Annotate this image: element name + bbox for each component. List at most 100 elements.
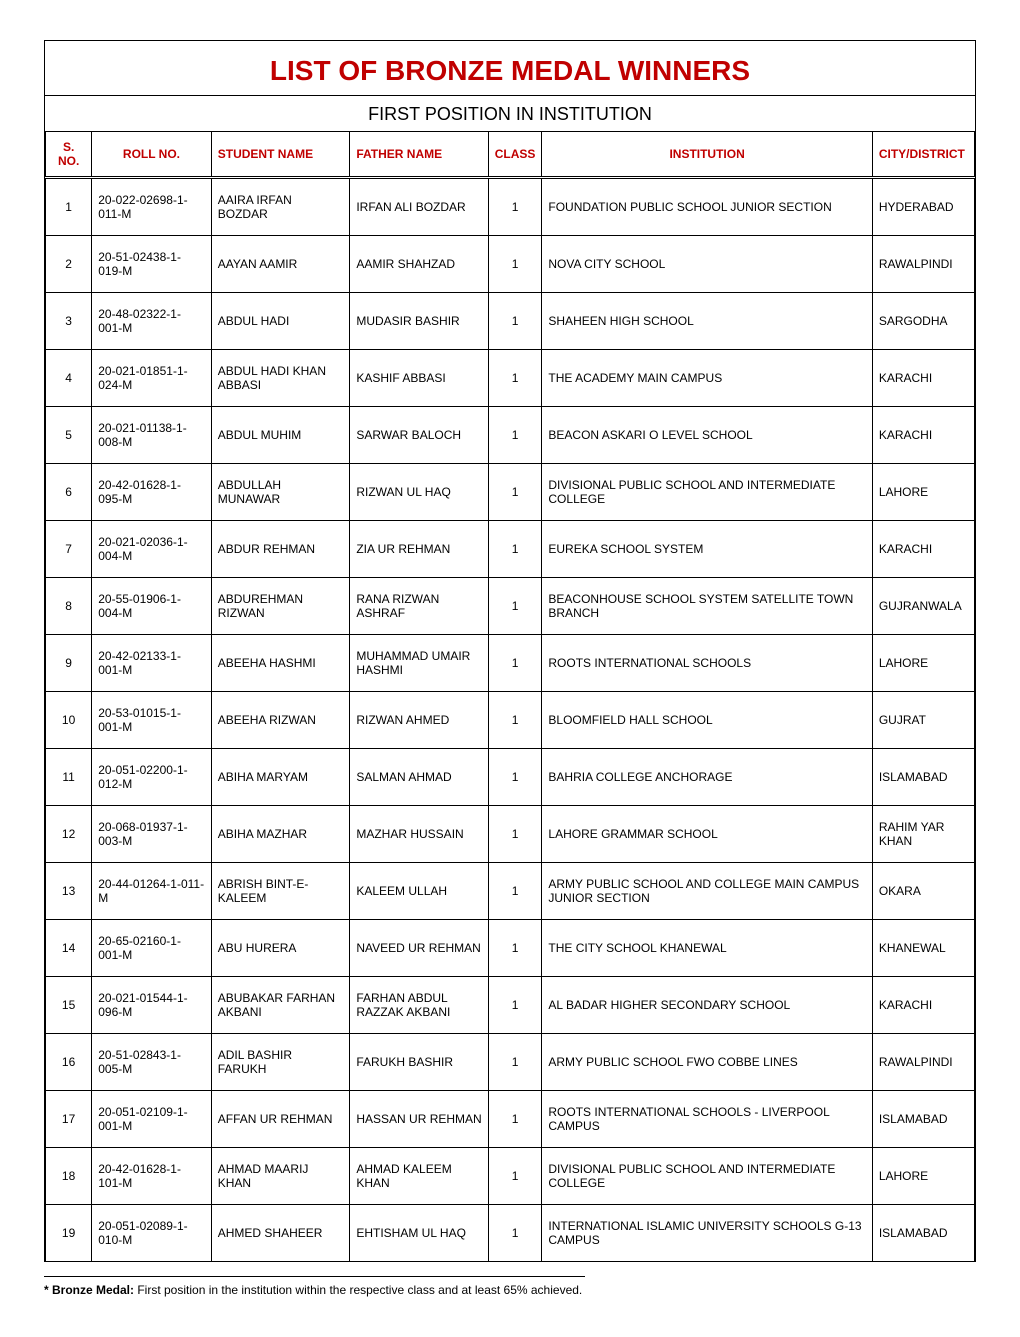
cell-name: AAIRA IRFAN BOZDAR: [211, 178, 350, 236]
table-row: 620-42-01628-1-095-MABDULLAH MUNAWARRIZW…: [46, 464, 975, 521]
cell-class: 1: [488, 1205, 542, 1262]
cell-city: ISLAMABAD: [872, 1205, 974, 1262]
winners-table: S. NO. ROLL NO. STUDENT NAME FATHER NAME…: [45, 132, 975, 1262]
cell-city: LAHORE: [872, 1148, 974, 1205]
footnote-rule: [44, 1276, 585, 1277]
cell-father: HASSAN UR REHMAN: [350, 1091, 488, 1148]
cell-roll: 20-021-01851-1-024-M: [92, 350, 212, 407]
cell-city: RAHIM YAR KHAN: [872, 806, 974, 863]
cell-father: EHTISHAM UL HAQ: [350, 1205, 488, 1262]
cell-class: 1: [488, 350, 542, 407]
cell-name: ABDULLAH MUNAWAR: [211, 464, 350, 521]
cell-name: ADIL BASHIR FARUKH: [211, 1034, 350, 1091]
table-row: 820-55-01906-1-004-MABDUREHMAN RIZWANRAN…: [46, 578, 975, 635]
table-row: 1820-42-01628-1-101-MAHMAD MAARIJ KHANAH…: [46, 1148, 975, 1205]
cell-inst: DIVISIONAL PUBLIC SCHOOL AND INTERMEDIAT…: [542, 1148, 872, 1205]
cell-father: IRFAN ALI BOZDAR: [350, 178, 488, 236]
table-row: 220-51-02438-1-019-MAAYAN AAMIRAAMIR SHA…: [46, 236, 975, 293]
cell-name: ABDUL HADI: [211, 293, 350, 350]
cell-father: RIZWAN AHMED: [350, 692, 488, 749]
cell-inst: AL BADAR HIGHER SECONDARY SCHOOL: [542, 977, 872, 1034]
cell-inst: BLOOMFIELD HALL SCHOOL: [542, 692, 872, 749]
cell-class: 1: [488, 1148, 542, 1205]
col-header-inst: INSTITUTION: [542, 132, 872, 178]
cell-inst: FOUNDATION PUBLIC SCHOOL JUNIOR SECTION: [542, 178, 872, 236]
table-row: 920-42-02133-1-001-MABEEHA HASHMIMUHAMMA…: [46, 635, 975, 692]
cell-name: AHMED SHAHEER: [211, 1205, 350, 1262]
table-row: 720-021-02036-1-004-MABDUR REHMANZIA UR …: [46, 521, 975, 578]
cell-father: SARWAR BALOCH: [350, 407, 488, 464]
cell-inst: ROOTS INTERNATIONAL SCHOOLS: [542, 635, 872, 692]
cell-sno: 10: [46, 692, 92, 749]
cell-sno: 13: [46, 863, 92, 920]
cell-city: KARACHI: [872, 407, 974, 464]
cell-name: ABEEHA HASHMI: [211, 635, 350, 692]
table-row: 1120-051-02200-1-012-MABIHA MARYAMSALMAN…: [46, 749, 975, 806]
col-header-roll: ROLL NO.: [92, 132, 212, 178]
document-frame: LIST OF BRONZE MEDAL WINNERS FIRST POSIT…: [44, 40, 976, 1262]
col-header-city: CITY/DISTRICT: [872, 132, 974, 178]
cell-sno: 6: [46, 464, 92, 521]
cell-father: FARHAN ABDUL RAZZAK AKBANI: [350, 977, 488, 1034]
cell-name: ABDUL HADI KHAN ABBASI: [211, 350, 350, 407]
cell-class: 1: [488, 806, 542, 863]
cell-class: 1: [488, 635, 542, 692]
cell-name: AFFAN UR REHMAN: [211, 1091, 350, 1148]
cell-father: NAVEED UR REHMAN: [350, 920, 488, 977]
cell-sno: 4: [46, 350, 92, 407]
cell-roll: 20-51-02438-1-019-M: [92, 236, 212, 293]
table-row: 1220-068-01937-1-003-MABIHA MAZHARMAZHAR…: [46, 806, 975, 863]
cell-city: GUJRAT: [872, 692, 974, 749]
cell-city: LAHORE: [872, 464, 974, 521]
cell-inst: THE ACADEMY MAIN CAMPUS: [542, 350, 872, 407]
cell-inst: ARMY PUBLIC SCHOOL FWO COBBE LINES: [542, 1034, 872, 1091]
cell-city: ISLAMABAD: [872, 1091, 974, 1148]
cell-father: SALMAN AHMAD: [350, 749, 488, 806]
col-header-class: CLASS: [488, 132, 542, 178]
cell-inst: THE CITY SCHOOL KHANEWAL: [542, 920, 872, 977]
cell-father: RANA RIZWAN ASHRAF: [350, 578, 488, 635]
cell-class: 1: [488, 407, 542, 464]
cell-class: 1: [488, 863, 542, 920]
cell-sno: 19: [46, 1205, 92, 1262]
cell-class: 1: [488, 692, 542, 749]
cell-name: ABEEHA RIZWAN: [211, 692, 350, 749]
cell-sno: 8: [46, 578, 92, 635]
cell-roll: 20-42-01628-1-095-M: [92, 464, 212, 521]
cell-roll: 20-051-02089-1-010-M: [92, 1205, 212, 1262]
cell-class: 1: [488, 521, 542, 578]
table-row: 320-48-02322-1-001-MABDUL HADIMUDASIR BA…: [46, 293, 975, 350]
cell-roll: 20-51-02843-1-005-M: [92, 1034, 212, 1091]
cell-sno: 3: [46, 293, 92, 350]
table-row: 1620-51-02843-1-005-MADIL BASHIR FARUKHF…: [46, 1034, 975, 1091]
cell-roll: 20-53-01015-1-001-M: [92, 692, 212, 749]
table-row: 1420-65-02160-1-001-MABU HURERANAVEED UR…: [46, 920, 975, 977]
col-header-sno: S. NO.: [46, 132, 92, 178]
cell-city: RAWALPINDI: [872, 236, 974, 293]
cell-sno: 14: [46, 920, 92, 977]
cell-father: MAZHAR HUSSAIN: [350, 806, 488, 863]
cell-father: ZIA UR REHMAN: [350, 521, 488, 578]
table-row: 120-022-02698-1-011-MAAIRA IRFAN BOZDARI…: [46, 178, 975, 236]
cell-roll: 20-42-01628-1-101-M: [92, 1148, 212, 1205]
cell-sno: 16: [46, 1034, 92, 1091]
footnote-text: First position in the institution within…: [134, 1283, 582, 1297]
cell-roll: 20-42-02133-1-001-M: [92, 635, 212, 692]
footnote-bold: * Bronze Medal:: [44, 1283, 134, 1297]
cell-class: 1: [488, 977, 542, 1034]
cell-inst: DIVISIONAL PUBLIC SCHOOL AND INTERMEDIAT…: [542, 464, 872, 521]
cell-father: AAMIR SHAHZAD: [350, 236, 488, 293]
cell-city: KARACHI: [872, 350, 974, 407]
cell-class: 1: [488, 749, 542, 806]
cell-inst: EUREKA SCHOOL SYSTEM: [542, 521, 872, 578]
col-header-father: FATHER NAME: [350, 132, 488, 178]
cell-sno: 7: [46, 521, 92, 578]
cell-roll: 20-051-02200-1-012-M: [92, 749, 212, 806]
cell-name: ABDUREHMAN RIZWAN: [211, 578, 350, 635]
cell-roll: 20-022-02698-1-011-M: [92, 178, 212, 236]
cell-city: LAHORE: [872, 635, 974, 692]
cell-father: RIZWAN UL HAQ: [350, 464, 488, 521]
cell-sno: 1: [46, 178, 92, 236]
cell-roll: 20-021-01544-1-096-M: [92, 977, 212, 1034]
cell-inst: BEACON ASKARI O LEVEL SCHOOL: [542, 407, 872, 464]
